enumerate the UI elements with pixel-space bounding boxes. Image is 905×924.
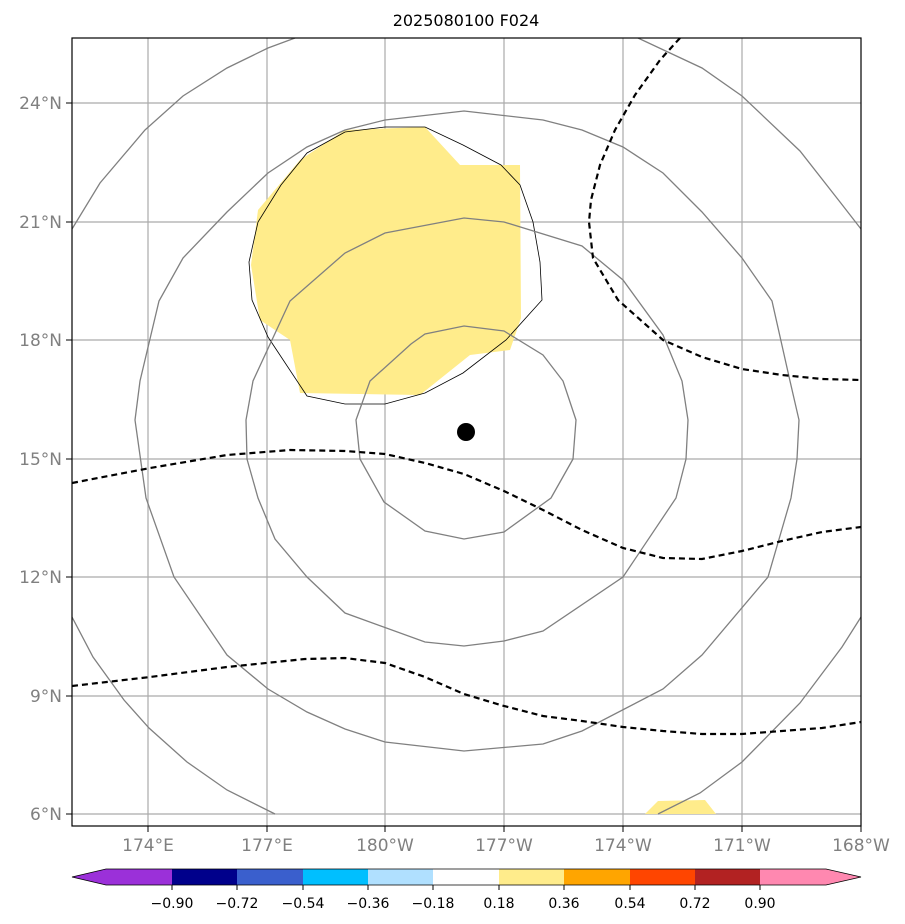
- lat-label: 24°N: [19, 94, 62, 114]
- colorbar-tick-label: 0.72: [679, 896, 710, 912]
- lon-label: 171°W: [713, 836, 771, 856]
- lat-label: 21°N: [19, 213, 62, 233]
- colorbar-outline: [71, 868, 862, 886]
- lat-label: 18°N: [19, 331, 62, 351]
- lat-label: 9°N: [30, 687, 62, 707]
- lon-label: 174°W: [594, 836, 652, 856]
- map-title: 2025080100 F024: [393, 11, 540, 30]
- colorbar-tick-label: −0.90: [151, 896, 194, 912]
- shaded-region-north: [251, 127, 521, 395]
- map-content: [72, 38, 861, 826]
- colorbar-tick-labels: −0.90 −0.72 −0.54 −0.36 −0.18 0.18 0.36 …: [151, 896, 776, 912]
- lon-label: 174°E: [122, 836, 174, 856]
- colorbar-swatch: [237, 869, 303, 885]
- colorbar-swatch: [630, 869, 695, 885]
- colorbar-tick-label: 0.18: [483, 896, 514, 912]
- colorbar-swatch: [368, 869, 433, 885]
- lat-label: 15°N: [19, 450, 62, 470]
- colorbar-swatch: [695, 869, 760, 885]
- colorbar-tick-label: −0.36: [347, 896, 390, 912]
- colorbar-tick-label: 0.90: [744, 896, 775, 912]
- colorbar-ticks: [171, 885, 761, 890]
- lon-label: 168°W: [832, 836, 890, 856]
- colorbar-swatch: [499, 869, 564, 885]
- lat-label: 12°N: [19, 568, 62, 588]
- colorbar-extend-high: [826, 869, 861, 885]
- colorbar-tick-label: −0.72: [216, 896, 259, 912]
- colorbar-tick-label: 0.36: [548, 896, 579, 912]
- colorbar-tick-label: −0.54: [282, 896, 325, 912]
- colorbar-tick-label: 0.54: [614, 896, 645, 912]
- lon-label: 177°E: [241, 836, 293, 856]
- shaded-region-south: [645, 800, 716, 814]
- colorbar-swatch: [303, 869, 368, 885]
- colorbar-swatch: [760, 869, 826, 885]
- dashed-contours: [72, 38, 861, 736]
- colorbar-tick-label: −0.18: [412, 896, 455, 912]
- tick-marks: [66, 102, 862, 832]
- distance-rings: [72, 38, 861, 815]
- lon-label: 177°W: [475, 836, 533, 856]
- colorbar-swatch: [106, 869, 172, 885]
- lon-labels: 174°E 177°E 180°W 177°W 174°W 171°W 168°…: [122, 836, 890, 856]
- lat-label: 6°N: [30, 805, 62, 825]
- colorbar-swatch: [564, 869, 630, 885]
- colorbar-extend-low: [72, 869, 106, 885]
- storm-center-marker: [457, 423, 475, 441]
- thin-contour: [248, 126, 543, 405]
- colorbar-swatch: [433, 869, 499, 885]
- colorbar-swatch: [172, 869, 237, 885]
- lat-labels: 24°N 21°N 18°N 15°N 12°N 9°N 6°N: [19, 94, 62, 825]
- colorbar: −0.90 −0.72 −0.54 −0.36 −0.18 0.18 0.36 …: [71, 868, 862, 912]
- map-frame: [71, 37, 862, 827]
- lon-label: 180°W: [356, 836, 414, 856]
